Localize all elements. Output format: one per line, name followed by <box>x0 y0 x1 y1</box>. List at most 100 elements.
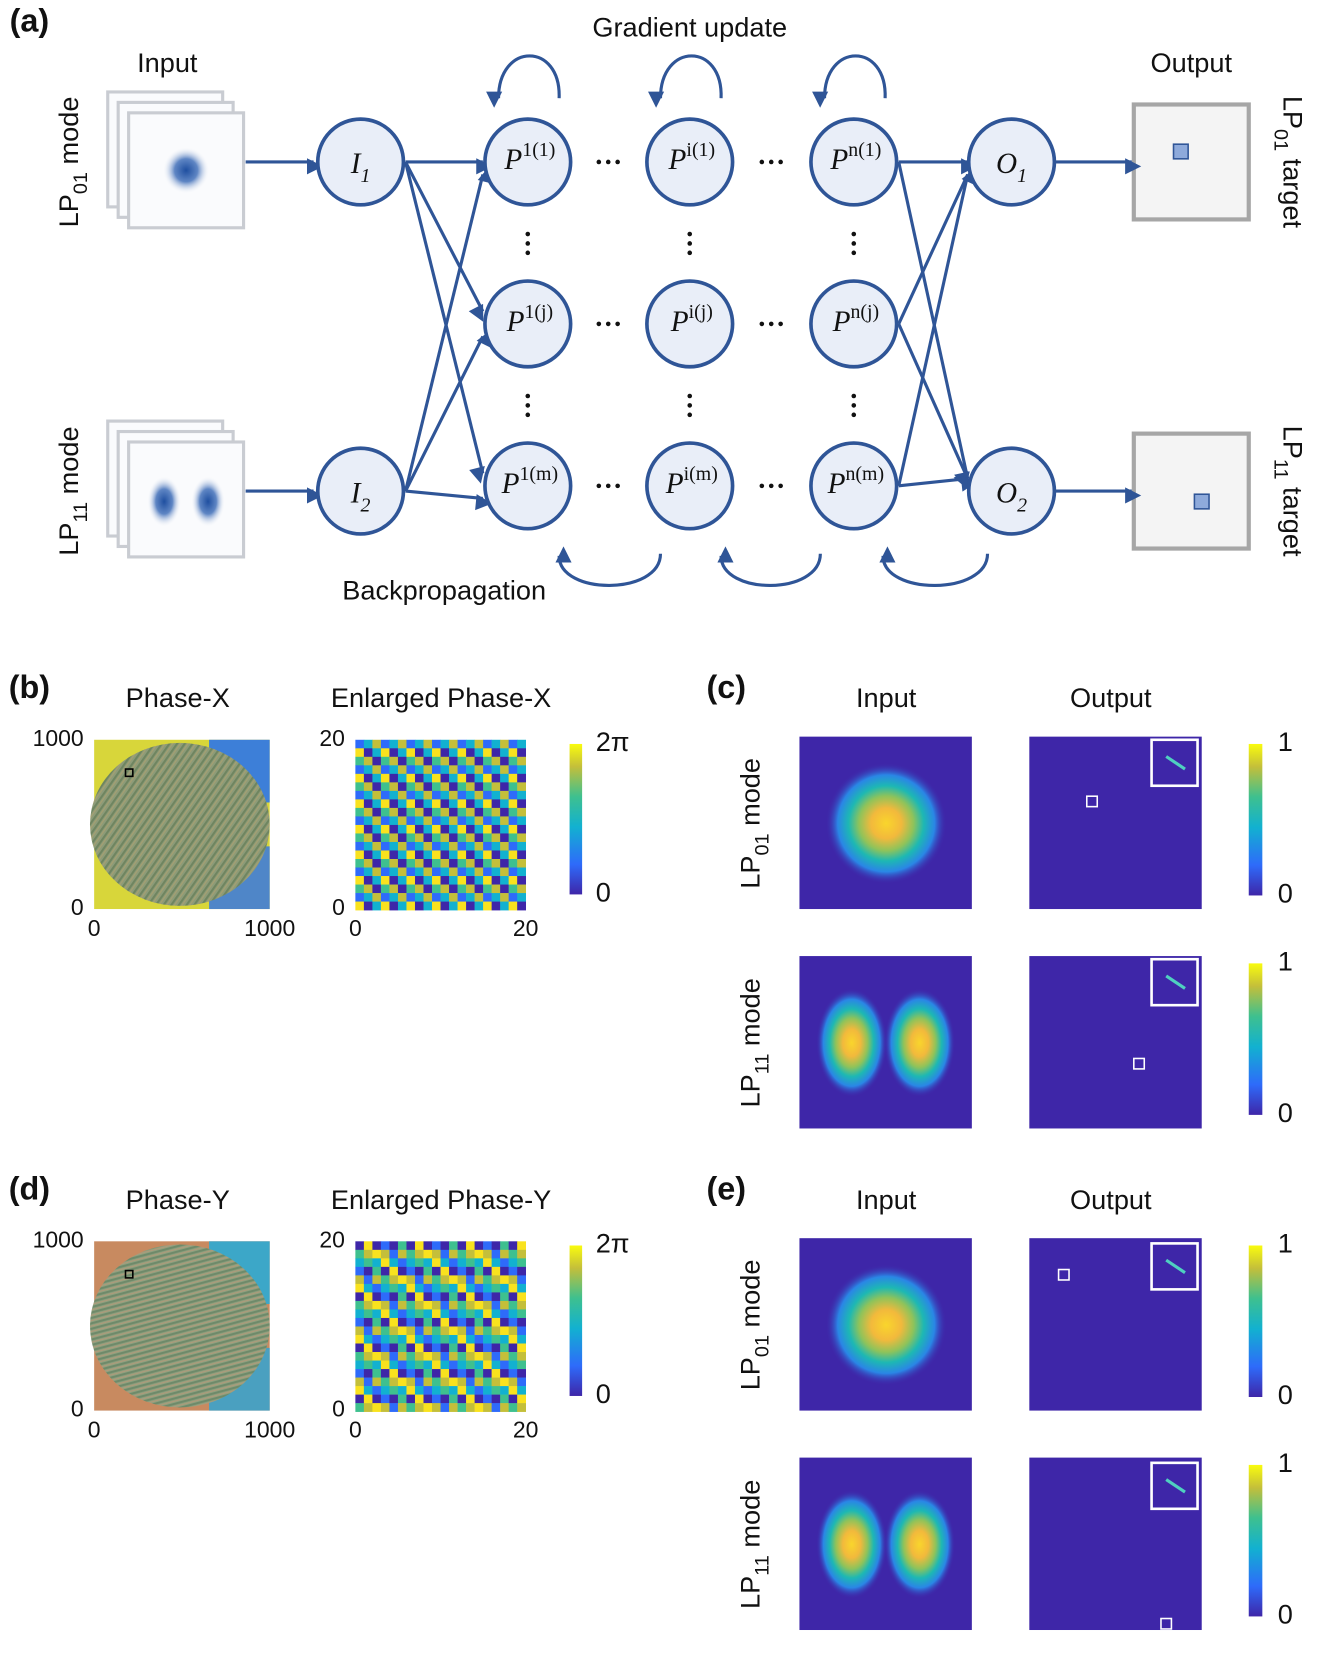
phase-cell <box>355 1317 365 1327</box>
phase-cell <box>355 748 365 758</box>
phase-cell <box>432 756 441 766</box>
phase-cell <box>440 824 450 834</box>
phase-cell <box>389 1369 399 1378</box>
phase-cell <box>449 858 458 868</box>
phase-cell <box>372 748 382 758</box>
ellipsis-dot <box>759 321 765 327</box>
phase-cell <box>466 1258 475 1268</box>
ellipsis-dot <box>525 412 531 418</box>
phase-cell <box>432 782 441 792</box>
phase-cell <box>372 816 382 826</box>
node-sub: 2 <box>1017 494 1027 516</box>
phase-cell <box>500 1266 509 1276</box>
phase-cell <box>397 1300 407 1310</box>
phase-cell <box>440 1249 450 1259</box>
phase-cell <box>363 765 373 775</box>
phase-cell <box>508 1386 518 1395</box>
phase-cell <box>355 1369 365 1378</box>
phase-cell <box>380 816 390 826</box>
phase-cell <box>380 1369 390 1378</box>
phase-cell <box>414 1334 424 1344</box>
phase-cell <box>406 1369 416 1378</box>
phase-cell <box>372 1266 382 1276</box>
phase-cell <box>372 1241 382 1251</box>
phase-cell <box>483 824 492 834</box>
node-sup: n(1) <box>848 139 881 161</box>
phase-cell <box>457 807 467 817</box>
ellipsis-dot <box>596 483 602 489</box>
focus-box <box>1057 1268 1070 1281</box>
phase-cell <box>363 756 373 766</box>
phase-cell <box>355 1377 365 1387</box>
phase-cell <box>466 1403 475 1412</box>
phase-cell <box>414 1394 424 1404</box>
node <box>645 117 735 207</box>
node <box>966 446 1057 536</box>
phase-cell <box>363 1300 373 1310</box>
label-rest: target <box>1277 480 1308 557</box>
phase-cell <box>406 824 416 834</box>
ellipsis-dot <box>851 403 857 408</box>
ellipsis-dot <box>851 250 857 256</box>
x-tick-label: 1000 <box>244 1417 295 1443</box>
phase-cell <box>423 1334 433 1344</box>
phase-cell <box>474 1241 484 1251</box>
phase-cell <box>363 1394 373 1404</box>
label-base: LP <box>1277 426 1308 459</box>
phase-cell <box>380 901 390 911</box>
phase-cell <box>491 1360 501 1370</box>
phase-cell <box>423 858 433 868</box>
target-spot <box>1193 493 1210 510</box>
phase-cell <box>457 1386 467 1395</box>
phase-cell <box>372 884 382 894</box>
phase-cell <box>508 765 518 775</box>
phase-cell <box>380 756 390 766</box>
label-rest: mode <box>735 758 766 833</box>
phase-cell <box>397 807 407 817</box>
phase-cell <box>517 1317 527 1327</box>
phase-cell <box>466 841 475 851</box>
phase-cell <box>517 1343 527 1353</box>
phase-cell <box>508 858 518 868</box>
phase-cell <box>414 833 424 843</box>
phase-cell <box>457 833 467 843</box>
phase-cell <box>432 1258 441 1268</box>
phase-cell <box>483 782 492 792</box>
phase-cell <box>474 1343 484 1353</box>
phase-cell <box>517 824 527 834</box>
phase-cell <box>406 1343 416 1353</box>
phase-cell <box>474 782 484 792</box>
field-spot <box>825 1264 947 1386</box>
label-sub: 01 <box>752 1335 774 1357</box>
colorbar <box>1248 963 1263 1115</box>
panel-title: Output <box>1070 1184 1152 1215</box>
phase-cell <box>457 739 467 749</box>
phase-cell <box>414 782 424 792</box>
phase-cell <box>500 824 509 834</box>
phase-cell <box>500 867 509 877</box>
phase-cell <box>414 765 424 775</box>
phase-cell <box>466 876 475 885</box>
phase-cell <box>406 833 416 843</box>
phase-cell <box>491 850 501 860</box>
phase-cell <box>389 773 399 783</box>
phase-cell <box>432 1275 441 1285</box>
phase-cell <box>508 816 518 826</box>
x-tick-label: 0 <box>88 1417 101 1443</box>
phase-cell <box>466 756 475 766</box>
node-sup: i(m) <box>684 462 718 484</box>
phase-cell <box>457 841 467 851</box>
phase-cell <box>474 1317 484 1327</box>
phase-cell <box>432 1283 441 1293</box>
phase-cell <box>423 893 433 902</box>
phase-cell <box>355 739 365 749</box>
phase-cell <box>423 867 433 877</box>
phase-cell <box>500 782 509 792</box>
node-label: P1(m) <box>501 462 558 499</box>
phase-cell <box>372 1360 382 1370</box>
node-main: O <box>996 148 1017 180</box>
phase-cell <box>372 850 382 860</box>
mode-label: LP01 mode <box>53 97 92 228</box>
phase-cell <box>389 765 399 775</box>
